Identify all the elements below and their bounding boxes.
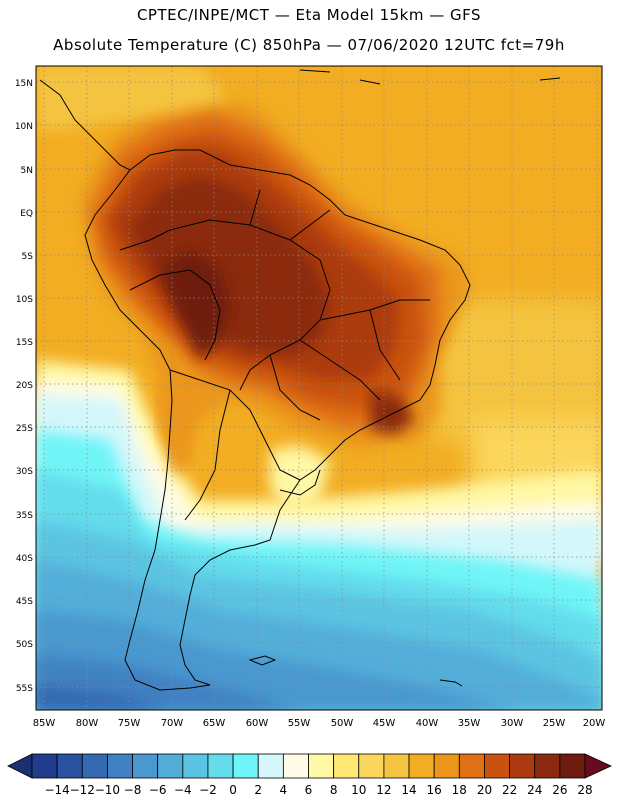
colorbar-swatch <box>534 753 561 779</box>
colorbar-label: −10 <box>95 783 120 797</box>
colorbar-swatch <box>207 753 234 779</box>
colorbar-swatch <box>333 753 360 779</box>
colorbar-label: 20 <box>477 783 492 797</box>
colorbar: −14 −12 −10 −8 −6 −4 −2 0 2 4 6 8 10 12 14 16 18 20 22 24 26… <box>7 753 612 797</box>
lon-label: 55W <box>288 718 311 729</box>
caribbean-islands <box>299 69 561 85</box>
lat-label: 15N <box>15 79 33 89</box>
colorbar-swatch <box>81 753 108 779</box>
colorbar-label: 16 <box>427 783 442 797</box>
colorbar-swatch <box>107 753 133 779</box>
coastlines-borders <box>39 69 561 691</box>
colorbar-label: −14 <box>44 783 69 797</box>
latitude-axis: 15N 10N 5N EQ 5S 10S 15S 20S 25S 30S 35S… <box>15 79 33 694</box>
plata-estuary <box>279 469 321 496</box>
lon-label: 40W <box>416 718 439 729</box>
colorbar-swatch <box>308 753 335 779</box>
colorbar-label: 8 <box>330 783 338 797</box>
lat-label: 5N <box>21 166 33 176</box>
lat-label: 10N <box>15 122 33 132</box>
colorbar-swatch <box>257 753 284 779</box>
colorbar-high-arrow <box>584 753 612 779</box>
temperature-field <box>36 66 602 710</box>
lon-label: 50W <box>331 718 354 729</box>
lon-label: 85W <box>33 718 56 729</box>
lon-label: 60W <box>246 718 269 729</box>
andean-borders <box>119 229 301 521</box>
colorbar-label: 10 <box>351 783 366 797</box>
lat-label: 15S <box>16 338 33 348</box>
colorbar-label: 12 <box>376 783 391 797</box>
colorbar-swatch <box>232 753 259 779</box>
colorbar-label: −6 <box>149 783 167 797</box>
lat-label: 45S <box>16 597 33 607</box>
longitude-axis: 85W 80W 75W 70W 65W 60W 55W 50W 45W 40W … <box>33 718 606 729</box>
colorbar-label: 14 <box>401 783 416 797</box>
colorbar-label: 2 <box>254 783 262 797</box>
map-frame <box>35 65 603 711</box>
lon-label: 70W <box>161 718 184 729</box>
colorbar-label: 28 <box>577 783 592 797</box>
colorbar-low-arrow <box>7 753 33 779</box>
colorbar-swatch <box>31 753 58 779</box>
lon-label: 75W <box>118 718 141 729</box>
colorbar-label: −4 <box>174 783 192 797</box>
colorbar-swatch <box>509 753 536 779</box>
lat-label: 50S <box>16 640 33 650</box>
colorbar-label: 24 <box>527 783 542 797</box>
lon-label: 45W <box>373 718 396 729</box>
lat-label: 40S <box>16 554 33 564</box>
colorbar-swatch <box>484 753 510 779</box>
colorbar-label: 0 <box>229 783 237 797</box>
lat-lon-grid <box>36 66 602 710</box>
colorbar-swatch <box>182 753 209 779</box>
lat-label: EQ <box>20 209 33 219</box>
colorbar-swatch <box>383 753 410 779</box>
lon-label: 35W <box>458 718 481 729</box>
colorbar-swatch <box>157 753 184 779</box>
caribbean-coast <box>129 149 471 526</box>
lon-label: 80W <box>76 718 99 729</box>
brazil-borders <box>169 189 430 421</box>
colorbar-swatch <box>408 753 435 779</box>
colorbar-swatch <box>132 753 159 779</box>
atlantic-south-coast <box>179 524 276 686</box>
lat-label: 55S <box>16 684 33 694</box>
colorbar-label: 18 <box>452 783 467 797</box>
lon-label: 30W <box>501 718 524 729</box>
colorbar-swatch <box>358 753 385 779</box>
colorbar-label: 4 <box>280 783 288 797</box>
lat-label: 10S <box>16 295 33 305</box>
lon-label: 20W <box>583 718 606 729</box>
colorbar-label: −2 <box>199 783 217 797</box>
chart-title-line2: Absolute Temperature (C) 850hPa — 07/06/… <box>53 36 565 54</box>
lat-label: 20S <box>16 381 33 391</box>
lat-label: 30S <box>16 467 33 477</box>
central-america-coast <box>39 79 131 171</box>
colorbar-swatch <box>559 753 586 779</box>
colorbar-swatch <box>56 753 83 779</box>
colorbar-swatch <box>433 753 460 779</box>
colorbar-label: 22 <box>502 783 517 797</box>
lon-label: 65W <box>203 718 226 729</box>
south-georgia <box>439 679 463 687</box>
lat-label: 35S <box>16 511 33 521</box>
colorbar-swatch <box>458 753 485 779</box>
colorbar-label: −8 <box>124 783 142 797</box>
colorbar-swatch <box>282 753 309 779</box>
chart-title-line1: CPTEC/INPE/MCT — Eta Model 15km — GFS <box>136 6 482 24</box>
lon-label: 25W <box>543 718 566 729</box>
colorbar-label: −12 <box>70 783 95 797</box>
colorbar-label: 26 <box>552 783 567 797</box>
colorbar-label: 6 <box>305 783 313 797</box>
lat-label: 5S <box>22 252 34 262</box>
lat-label: 25S <box>16 424 33 434</box>
pacific-coast <box>84 169 211 691</box>
falklands <box>248 655 277 666</box>
